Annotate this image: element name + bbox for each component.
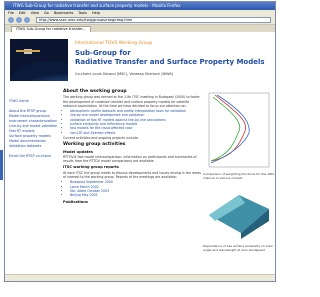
figure-caption: Comparison of weighting functions for th… — [203, 173, 275, 181]
back-button[interactable] — [8, 17, 14, 23]
menu-item[interactable]: File — [8, 10, 14, 16]
menu-item[interactable]: Tools — [78, 10, 87, 16]
paragraph: Current activities and ongoing projects … — [63, 136, 201, 140]
heading: Working group activities — [63, 143, 201, 147]
list: Budapest September 2000Lorne March 2002S… — [63, 180, 201, 197]
main-content: About the working group The working grou… — [63, 87, 201, 204]
weighting-function-figure — [205, 91, 271, 171]
address-bar[interactable]: http://www.ssec.wisc.edu/itwg/groups/rtw… — [36, 17, 271, 23]
figure-caption: Dependence of sea surface emissivity on … — [203, 245, 275, 253]
paragraph: RTTOV-8 fast model intercomparison: info… — [63, 155, 201, 164]
list-item[interactable]: non-LTE and Zeeman effects — [70, 131, 201, 135]
subheading: ITSC working group reports — [63, 165, 201, 169]
subheading: Publications — [63, 200, 201, 204]
menu-item[interactable]: Edit — [19, 10, 26, 16]
forward-button[interactable] — [16, 17, 22, 23]
report-link[interactable]: Beijing May 2005 — [70, 193, 201, 197]
cochairs: Co-chairs Louis Garand (MSC), Vanessa Sh… — [75, 72, 173, 76]
tab-bar: ITWG Sub-Group for radiative transfer... — [5, 25, 275, 32]
paragraph: At each ITSC the group meets to discuss … — [63, 171, 201, 180]
list: atmospheric profile datasets and profile… — [63, 109, 201, 135]
menu-item[interactable]: View — [31, 10, 39, 16]
status-bar — [5, 274, 275, 281]
heading: About the working group — [63, 90, 201, 94]
background-window — [0, 150, 3, 180]
page-title: Sub-Group for — [75, 49, 131, 57]
reload-button[interactable] — [24, 17, 30, 23]
menu-item[interactable]: Bookmarks — [54, 10, 74, 16]
browser-window: ITWG Sub-Group for radiative transfer an… — [4, 1, 276, 282]
web-page: International TOVS Working Group Sub-Gro… — [5, 33, 275, 274]
subheading: Model updates — [63, 150, 201, 154]
paragraph: The working group was formed at the 11th… — [63, 95, 201, 108]
toolbar: http://www.ssec.wisc.edu/itwg/groups/rtw… — [5, 16, 275, 25]
screen: {"window":{"title":"ITWG Sub-Group for r… — [0, 0, 281, 297]
organization: International TOVS Working Group — [75, 41, 152, 46]
menu-item[interactable]: Go — [44, 10, 49, 16]
tab[interactable]: ITWG Sub-Group for radiative transfer... — [11, 26, 91, 32]
satellite-image — [10, 39, 68, 81]
page-title: Radiative Transfer and Surface Property … — [75, 58, 265, 66]
menu-item[interactable]: Help — [92, 10, 100, 16]
sidebar-link[interactable]: Email the RTSP co-chairs — [9, 154, 57, 159]
title-bar: ITWG Sub-Group for radiative transfer an… — [5, 2, 275, 10]
emissivity-surface-figure — [205, 185, 273, 241]
